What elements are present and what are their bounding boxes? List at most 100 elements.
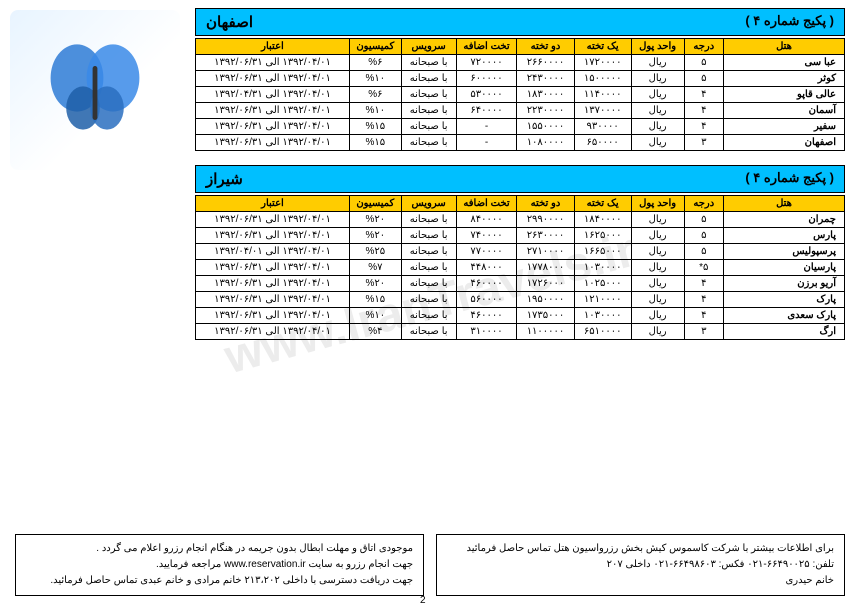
cell-service: با صبحانه — [401, 55, 456, 71]
city-header: اصفهان ( پکیج شماره ۴ ) — [195, 8, 845, 36]
cell-credit: ۱۳۹۲/۰۴/۰۱ الی ۱۳۹۲/۰۶/۳۱ — [196, 228, 350, 244]
th-credit: اعتبار — [196, 39, 350, 55]
table-row: آریو برزن۴ریال۱۰۲۵۰۰۰۱۷۲۶۰۰۰۴۶۰۰۰۰با صبح… — [196, 276, 845, 292]
cell-single: ۱۱۴۰۰۰۰ — [574, 87, 631, 103]
th-extra: تخت اضافه — [456, 196, 517, 212]
cell-service: با صبحانه — [401, 292, 456, 308]
cell-commission: %۶ — [349, 55, 401, 71]
cell-unit: ریال — [631, 308, 684, 324]
cell-credit: ۱۳۹۲/۰۴/۰۱ الی ۱۳۹۲/۰۶/۳۱ — [196, 103, 350, 119]
table-row: کوثر۵ریال۱۵۰۰۰۰۰۲۴۳۰۰۰۰۶۰۰۰۰۰با صبحانه%۱… — [196, 71, 845, 87]
table-row: پارس۵ریال۱۶۲۵۰۰۰۲۶۳۰۰۰۰۷۴۰۰۰۰با صبحانه%۲… — [196, 228, 845, 244]
cell-double: ۱۹۵۰۰۰۰ — [517, 292, 574, 308]
cell-unit: ریال — [631, 71, 684, 87]
cell-commission: %۲۵ — [349, 244, 401, 260]
cell-single: ۱۶۲۵۰۰۰ — [574, 228, 631, 244]
cell-commission: %۲۰ — [349, 276, 401, 292]
cell-hotel: سفیر — [724, 119, 845, 135]
footer: برای اطلاعات بیشتر با شرکت کاسموس کیش بخ… — [15, 534, 845, 596]
cell-double: ۱۱۰۰۰۰۰ — [517, 324, 574, 340]
footer-line: جهت دریافت دسترسی با داخلی ۲۱۳،۲۰۲ خانم … — [26, 573, 413, 589]
th-grade: درجه — [684, 196, 724, 212]
cell-grade: ۵ — [684, 228, 724, 244]
cell-double: ۱۷۳۵۰۰۰ — [517, 308, 574, 324]
cell-extra: ۷۲۰۰۰۰ — [456, 55, 517, 71]
cell-service: با صبحانه — [401, 308, 456, 324]
cell-single: ۱۸۴۰۰۰۰ — [574, 212, 631, 228]
price-table: هتلدرجهواحد پولیک تختهدو تختهتخت اضافهسر… — [195, 195, 845, 340]
cell-extra: ۴۶۰۰۰۰ — [456, 308, 517, 324]
cell-commission: %۷ — [349, 260, 401, 276]
cell-service: با صبحانه — [401, 324, 456, 340]
table-row: پارک۴ریال۱۲۱۰۰۰۰۱۹۵۰۰۰۰۵۶۰۰۰۰با صبحانه%۱… — [196, 292, 845, 308]
th-double: دو تخته — [517, 39, 574, 55]
footer-contact-box: برای اطلاعات بیشتر با شرکت کاسموس کیش بخ… — [436, 534, 845, 596]
cell-extra: ۳۱۰۰۰۰ — [456, 324, 517, 340]
cell-service: با صبحانه — [401, 260, 456, 276]
cell-service: با صبحانه — [401, 71, 456, 87]
cell-grade: ۴ — [684, 103, 724, 119]
table-row: آسمان۴ریال۱۳۷۰۰۰۰۲۲۳۰۰۰۰۶۴۰۰۰۰با صبحانه%… — [196, 103, 845, 119]
cell-hotel: چمران — [724, 212, 845, 228]
cell-service: با صبحانه — [401, 87, 456, 103]
footer-line: خانم حیدری — [447, 573, 834, 589]
cell-double: ۱۷۷۸۰۰۰ — [517, 260, 574, 276]
table-row: عبا سی۵ریال۱۷۲۰۰۰۰۲۶۶۰۰۰۰۷۲۰۰۰۰با صبحانه… — [196, 55, 845, 71]
cell-hotel: کوثر — [724, 71, 845, 87]
th-single: یک تخته — [574, 39, 631, 55]
cell-grade: ۴ — [684, 276, 724, 292]
cell-double: ۱۷۲۶۰۰۰ — [517, 276, 574, 292]
cell-service: با صبحانه — [401, 103, 456, 119]
cell-extra: ۸۴۰۰۰۰ — [456, 212, 517, 228]
cell-commission: %۱۵ — [349, 119, 401, 135]
cell-unit: ریال — [631, 244, 684, 260]
th-extra: تخت اضافه — [456, 39, 517, 55]
city-name: شیراز — [206, 170, 243, 188]
cell-commission: %۱۰ — [349, 103, 401, 119]
cell-credit: ۱۳۹۲/۰۴/۰۱ الی ۱۳۹۲/۰۶/۳۱ — [196, 212, 350, 228]
th-credit: اعتبار — [196, 196, 350, 212]
th-service: سرویس — [401, 196, 456, 212]
cell-commission: %۱۵ — [349, 135, 401, 151]
cell-single: ۱۰۲۵۰۰۰ — [574, 276, 631, 292]
cell-single: ۶۵۱۰۰۰۰ — [574, 324, 631, 340]
cell-unit: ریال — [631, 212, 684, 228]
cell-single: ۶۵۰۰۰۰ — [574, 135, 631, 151]
cell-credit: ۱۳۹۲/۰۴/۰۱ الی ۱۳۹۲/۰۶/۳۱ — [196, 324, 350, 340]
package-label: ( پکیج شماره ۴ ) — [745, 13, 834, 31]
cell-hotel: پرسپولیس — [724, 244, 845, 260]
cell-single: ۱۳۷۰۰۰۰ — [574, 103, 631, 119]
cell-double: ۱۵۵۰۰۰۰ — [517, 119, 574, 135]
cell-extra: - — [456, 119, 517, 135]
cell-credit: ۱۳۹۲/۰۴/۰۱ الی ۱۳۹۲/۰۶/۳۱ — [196, 260, 350, 276]
cell-unit: ریال — [631, 228, 684, 244]
cell-unit: ریال — [631, 55, 684, 71]
cell-double: ۲۶۳۰۰۰۰ — [517, 228, 574, 244]
cell-extra: - — [456, 135, 517, 151]
cell-extra: ۷۷۰۰۰۰ — [456, 244, 517, 260]
cell-single: ۱۷۲۰۰۰۰ — [574, 55, 631, 71]
cell-grade: ۵ — [684, 55, 724, 71]
cell-extra: ۴۶۰۰۰۰ — [456, 276, 517, 292]
cell-hotel: عالی قاپو — [724, 87, 845, 103]
cell-double: ۲۲۳۰۰۰۰ — [517, 103, 574, 119]
cell-commission: %۲۰ — [349, 228, 401, 244]
table-row: ارگ۳ریال۶۵۱۰۰۰۰۱۱۰۰۰۰۰۳۱۰۰۰۰با صبحانه%۴۱… — [196, 324, 845, 340]
footer-info-box: موجودی اتاق و مهلت ابطال بدون جریمه در ه… — [15, 534, 424, 596]
city-name: اصفهان — [206, 13, 253, 31]
cell-hotel: پارک — [724, 292, 845, 308]
th-hotel: هتل — [724, 39, 845, 55]
price-section: شیراز( پکیج شماره ۴ )هتلدرجهواحد پولیک ت… — [195, 165, 845, 340]
cell-credit: ۱۳۹۲/۰۴/۰۱ الی ۱۳۹۲/۰۶/۳۱ — [196, 308, 350, 324]
price-table: هتلدرجهواحد پولیک تختهدو تختهتخت اضافهسر… — [195, 38, 845, 151]
cell-hotel: پارک سعدی — [724, 308, 845, 324]
cell-service: با صبحانه — [401, 135, 456, 151]
cell-double: ۲۶۶۰۰۰۰ — [517, 55, 574, 71]
cell-single: ۱۵۰۰۰۰۰ — [574, 71, 631, 87]
cell-unit: ریال — [631, 135, 684, 151]
cell-grade: ۴ — [684, 119, 724, 135]
th-double: دو تخته — [517, 196, 574, 212]
th-commission: کمیسیون — [349, 196, 401, 212]
th-grade: درجه — [684, 39, 724, 55]
cell-grade: ۵ — [684, 212, 724, 228]
